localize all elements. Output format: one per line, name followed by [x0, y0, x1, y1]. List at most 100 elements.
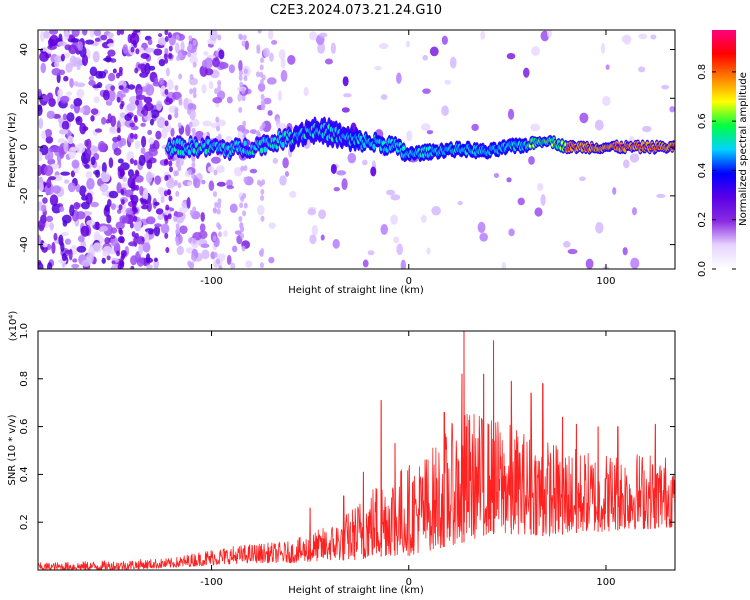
noise-blob — [64, 179, 70, 184]
noise-blob — [238, 215, 243, 222]
noise-blob — [621, 34, 632, 44]
noise-blob — [67, 182, 76, 193]
noise-blob — [160, 223, 170, 234]
noise-blob — [51, 241, 56, 254]
noise-blob — [168, 160, 173, 167]
noise-blob — [75, 82, 86, 88]
snr-panel: -100 0 100 0.2 0.4 0.6 0.8 1.0 Height of strai… — [7, 311, 676, 596]
noise-blob — [506, 177, 512, 183]
noise-blob — [400, 259, 407, 269]
noise-blob — [108, 157, 114, 169]
noise-blob — [158, 33, 163, 38]
noise-blob — [140, 122, 146, 127]
noise-blob — [165, 96, 170, 103]
noise-blob — [605, 64, 610, 71]
noise-blob — [164, 36, 169, 43]
noise-blob — [263, 97, 272, 105]
noise-blob — [107, 32, 114, 39]
noise-blob — [52, 175, 63, 182]
noise-blob — [72, 258, 78, 263]
noise-blob — [63, 75, 69, 82]
noise-blob — [58, 128, 69, 135]
noise-blob — [60, 53, 65, 62]
noise-blob — [629, 153, 640, 163]
noise-blob — [501, 261, 507, 269]
noise-blob — [422, 88, 431, 94]
noise-blob — [278, 49, 286, 60]
ridge-mid — [372, 143, 376, 150]
ridge-mid — [263, 146, 267, 153]
noise-blob — [168, 35, 176, 46]
noise-blob — [138, 243, 144, 256]
noise-blob — [104, 237, 111, 245]
noise-blob — [92, 51, 100, 63]
noise-blob — [406, 130, 413, 142]
noise-blob — [110, 234, 116, 239]
noise-blob — [240, 165, 245, 172]
noise-blob — [93, 231, 101, 243]
noise-blob — [318, 209, 327, 220]
noise-blob — [99, 225, 109, 232]
noise-blob — [119, 229, 124, 236]
noise-blob — [638, 33, 648, 40]
noise-blob — [218, 62, 229, 70]
noise-blob — [225, 135, 233, 142]
noise-blob — [68, 248, 73, 261]
noise-blob — [119, 236, 124, 243]
noise-blob — [200, 243, 210, 249]
noise-blob — [147, 129, 153, 136]
noise-blob — [188, 169, 193, 176]
noise-blob — [217, 85, 222, 92]
noise-blob — [563, 240, 571, 248]
noise-blob — [276, 122, 286, 130]
noise-blob — [42, 46, 47, 52]
noise-blob — [242, 34, 247, 41]
noise-blob — [320, 234, 325, 241]
noise-blob — [137, 235, 145, 246]
spectrogram-y-tick-label: 40 — [19, 43, 30, 56]
noise-blob — [110, 203, 116, 211]
noise-blob — [173, 170, 178, 177]
noise-blob — [257, 30, 262, 34]
noise-blob — [282, 157, 289, 169]
noise-blob — [58, 206, 65, 212]
noise-blob — [85, 148, 92, 159]
noise-blob — [650, 34, 657, 40]
noise-blob — [82, 126, 89, 131]
noise-blob — [49, 194, 59, 206]
noise-blob — [159, 77, 165, 85]
noise-blob — [341, 178, 348, 190]
noise-blob — [41, 130, 46, 140]
noise-blob — [217, 231, 222, 238]
noise-blob — [212, 235, 217, 242]
noise-blob — [155, 208, 164, 215]
noise-blob — [225, 179, 233, 188]
noise-blob — [324, 58, 333, 65]
noise-blob — [118, 85, 124, 90]
noise-blob — [215, 165, 225, 174]
noise-blob — [638, 66, 646, 73]
noise-blob — [214, 201, 219, 208]
noise-blob — [101, 191, 109, 197]
noise-blob — [187, 181, 192, 187]
noise-blob — [139, 185, 144, 196]
noise-blob — [140, 198, 148, 206]
noise-blob — [188, 43, 193, 50]
noise-blob — [177, 122, 182, 129]
noise-blob — [130, 265, 135, 269]
noise-blob — [145, 171, 153, 184]
noise-blob — [207, 166, 215, 173]
noise-blob — [393, 236, 400, 244]
noise-blob — [132, 173, 137, 180]
noise-blob — [47, 262, 53, 269]
noise-blob — [142, 188, 149, 201]
noise-blob — [117, 166, 122, 173]
noise-blob — [347, 152, 357, 164]
noise-blob — [257, 82, 266, 92]
noise-blob — [243, 176, 248, 183]
noise-blob — [396, 72, 402, 84]
noise-blob — [238, 74, 243, 81]
noise-blob — [68, 147, 77, 159]
noise-blob — [145, 264, 153, 269]
noise-blob — [60, 171, 71, 176]
